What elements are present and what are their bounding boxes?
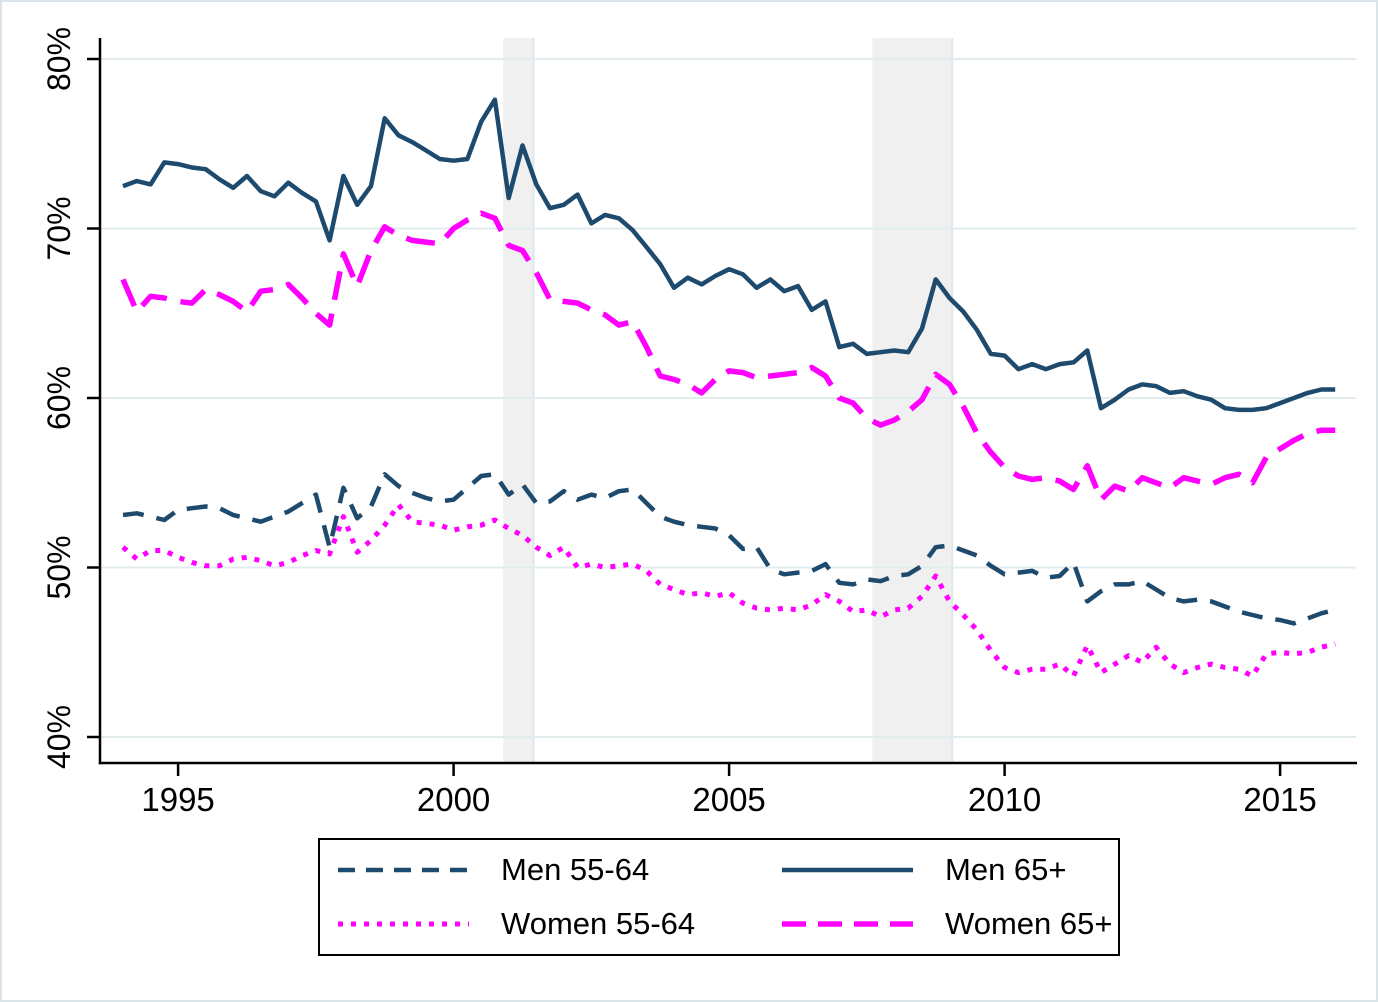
y-tick-label-40: 40% — [41, 705, 77, 769]
legend-label-men-65plus: Men 65+ — [945, 851, 1067, 887]
legend-item-men-65plus: Men 65+ — [764, 845, 1118, 895]
legend-label-women-55-64: Women 55-64 — [501, 906, 696, 942]
legend-line-sample-men-65plus — [782, 867, 913, 872]
chart-legend: Men 55-64 Men 65+ Women 55-64 Women 65+ — [318, 838, 1120, 956]
x-tick-label-2015: 2015 — [1243, 781, 1316, 818]
legend-item-women-65plus: Women 65+ — [764, 899, 1118, 949]
legend-item-women-55-64: Women 55-64 — [320, 899, 764, 949]
legend-line-sample-women-65plus — [782, 921, 913, 928]
y-tick-label-70: 70% — [41, 196, 77, 260]
recession-band-1 — [872, 38, 953, 763]
x-tick-label-2005: 2005 — [692, 781, 765, 818]
recession-band-0 — [503, 38, 534, 763]
legend-line-sample-men-55-64 — [338, 867, 469, 872]
x-tick-label-2010: 2010 — [968, 781, 1041, 818]
legend-line-sample-women-55-64 — [338, 921, 469, 927]
legend-label-women-65plus: Women 65+ — [945, 906, 1113, 942]
y-tick-label-80: 80% — [41, 27, 77, 91]
legend-item-men-55-64: Men 55-64 — [320, 845, 764, 895]
y-tick-label-50: 50% — [41, 535, 77, 599]
series-line-men-65plus — [122, 97, 1336, 413]
legend-label-men-55-64: Men 55-64 — [501, 851, 650, 887]
x-tick-label-2000: 2000 — [417, 781, 490, 818]
x-tick-label-1995: 1995 — [141, 781, 214, 818]
series-line-men-55-64 — [122, 472, 1336, 626]
y-tick-label-60: 60% — [41, 366, 77, 430]
series-line-women-65plus — [120, 210, 1336, 503]
